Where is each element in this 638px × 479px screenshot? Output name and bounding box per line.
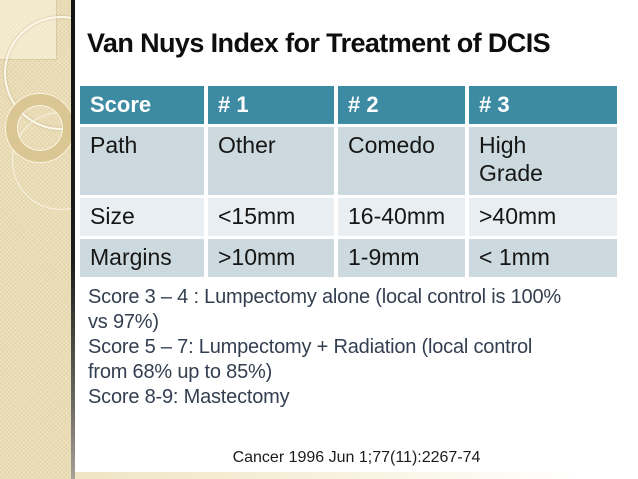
bottom-accent-bar bbox=[75, 472, 638, 479]
citation: Cancer 1996 Jun 1;77(11):2267-74 bbox=[232, 449, 481, 466]
page-title: Van Nuys Index for Treatment of DCIS bbox=[87, 28, 551, 58]
column-header-3: # 3 bbox=[469, 86, 617, 124]
table-cell: <15mm bbox=[208, 198, 334, 236]
row-label-path: Path bbox=[80, 127, 204, 195]
table-cell: High Grade bbox=[469, 127, 617, 195]
table-cell: Other bbox=[208, 127, 334, 195]
note-line: from 68% up to 85%) bbox=[88, 361, 273, 383]
column-header-score: Score bbox=[80, 86, 204, 124]
van-nuys-table: Score # 1 # 2 # 3 Path Other Comedo High… bbox=[80, 86, 617, 277]
note-line: Score 3 – 4 : Lumpectomy alone (local co… bbox=[88, 286, 561, 308]
ring-icon bbox=[6, 94, 71, 162]
treatment-guidelines: Score 3 – 4 : Lumpectomy alone (local co… bbox=[88, 285, 623, 410]
sidebar-divider bbox=[71, 0, 75, 479]
column-header-1: # 1 bbox=[208, 86, 334, 124]
note-line: Score 8-9: Mastectomy bbox=[88, 386, 290, 408]
note-line: Score 5 – 7: Lumpectomy + Radiation (loc… bbox=[88, 336, 533, 358]
sidebar-decoration bbox=[0, 0, 71, 479]
table-cell: >10mm bbox=[208, 239, 334, 277]
table-cell: 16-40mm bbox=[338, 198, 465, 236]
note-line: vs 97%) bbox=[88, 311, 159, 333]
column-header-2: # 2 bbox=[338, 86, 465, 124]
row-label-size: Size bbox=[80, 198, 204, 236]
table-cell: Comedo bbox=[338, 127, 465, 195]
row-label-margins: Margins bbox=[80, 239, 204, 277]
table-cell: < 1mm bbox=[469, 239, 617, 277]
table-cell: 1-9mm bbox=[338, 239, 465, 277]
table-cell: >40mm bbox=[469, 198, 617, 236]
